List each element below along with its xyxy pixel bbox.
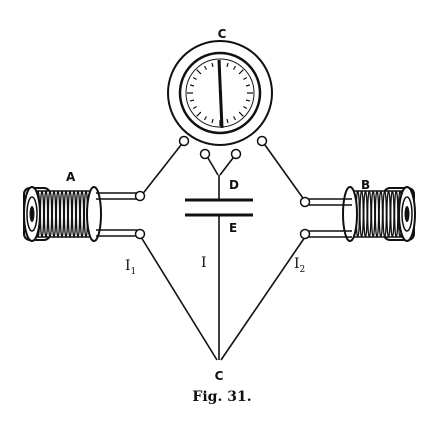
coil-b-terminal-lower: [299, 228, 311, 240]
current-middle-label: I: [201, 255, 207, 271]
coil-a-terminal-upper: [134, 190, 146, 202]
terminal-dial-left: [199, 148, 211, 160]
wires: [140, 144, 306, 361]
current-right-label: I2: [294, 256, 305, 275]
coil-a-terminal-lower: [134, 228, 146, 240]
coil-b-label: B: [361, 178, 370, 192]
figure-caption: Fig. 31.: [192, 389, 252, 405]
coil-b-terminal-upper: [299, 196, 311, 208]
plate-upper-label: D: [229, 178, 239, 192]
coil-b-icon: [309, 186, 416, 242]
galvanometer-label: C: [218, 27, 227, 41]
terminal-dial-right: [230, 148, 242, 160]
coil-a-label: A: [66, 170, 76, 184]
terminal-top-left: [178, 135, 190, 147]
terminal-top-right: [256, 135, 268, 147]
junction-label: C: [215, 369, 224, 383]
plate-lower-label: E: [229, 221, 237, 235]
current-left-label: I1: [125, 258, 136, 277]
coil-a-icon: [23, 186, 137, 242]
condenser-plates-icon: [185, 198, 253, 217]
galvanometer-dial-icon: [167, 40, 273, 146]
